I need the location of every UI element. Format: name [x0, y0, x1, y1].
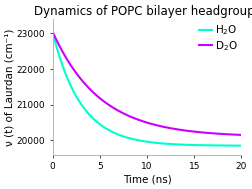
Line: H$_2$O: H$_2$O — [52, 32, 241, 146]
D$_2$O — [234, 134, 237, 136]
D$_2$O — [240, 134, 243, 136]
D$_2$O — [61, 50, 64, 52]
D$_2$O — [51, 30, 54, 33]
H$_2$O — [200, 144, 203, 146]
H$_2$O — [143, 140, 146, 143]
Title: Dynamics of POPC bilayer headgroups: Dynamics of POPC bilayer headgroups — [34, 5, 252, 18]
H$_2$O — [51, 30, 54, 33]
H$_2$O — [234, 144, 237, 147]
X-axis label: Time (ns): Time (ns) — [123, 174, 171, 184]
D$_2$O — [138, 119, 141, 121]
H$_2$O — [234, 144, 237, 147]
Legend: H$_2$O, D$_2$O: H$_2$O, D$_2$O — [197, 21, 239, 55]
H$_2$O — [61, 63, 64, 66]
H$_2$O — [240, 145, 243, 147]
H$_2$O — [138, 139, 141, 142]
D$_2$O — [234, 134, 237, 136]
Y-axis label: ν (t) of Laurdan (cm⁻¹): ν (t) of Laurdan (cm⁻¹) — [5, 28, 15, 146]
D$_2$O — [143, 121, 146, 123]
Line: D$_2$O: D$_2$O — [52, 32, 241, 135]
D$_2$O — [200, 131, 203, 133]
